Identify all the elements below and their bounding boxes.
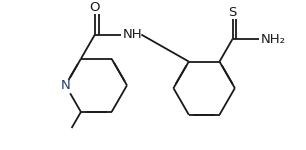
Text: N: N: [61, 79, 70, 92]
Text: S: S: [228, 6, 237, 19]
Text: O: O: [90, 1, 100, 14]
Text: NH: NH: [123, 28, 143, 41]
Text: NH₂: NH₂: [261, 33, 286, 45]
